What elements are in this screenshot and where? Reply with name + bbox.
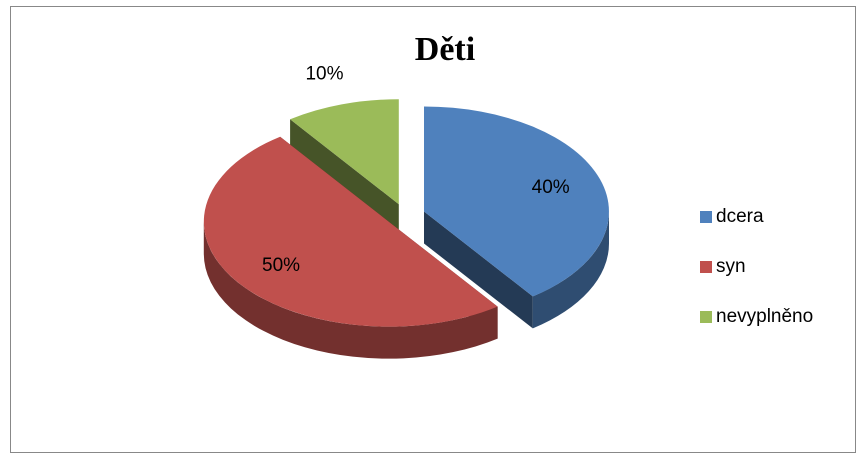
legend-swatch — [700, 261, 712, 273]
data-label: 40% — [532, 177, 570, 198]
legend-swatch — [700, 211, 712, 223]
data-label: 50% — [262, 255, 300, 276]
slice-side — [424, 211, 533, 329]
slice-wall — [532, 211, 609, 329]
chart-title: Děti — [415, 31, 475, 68]
legend-swatch — [700, 311, 712, 323]
legend-label: dcera — [716, 206, 764, 227]
slice — [203, 136, 498, 327]
legend-label: syn — [716, 256, 746, 277]
slice-side — [290, 119, 399, 237]
slice — [290, 99, 399, 205]
legend-label: nevyplněno — [716, 306, 813, 327]
data-label: 10% — [305, 63, 343, 84]
slice-wall — [203, 221, 498, 359]
slice — [424, 106, 609, 297]
